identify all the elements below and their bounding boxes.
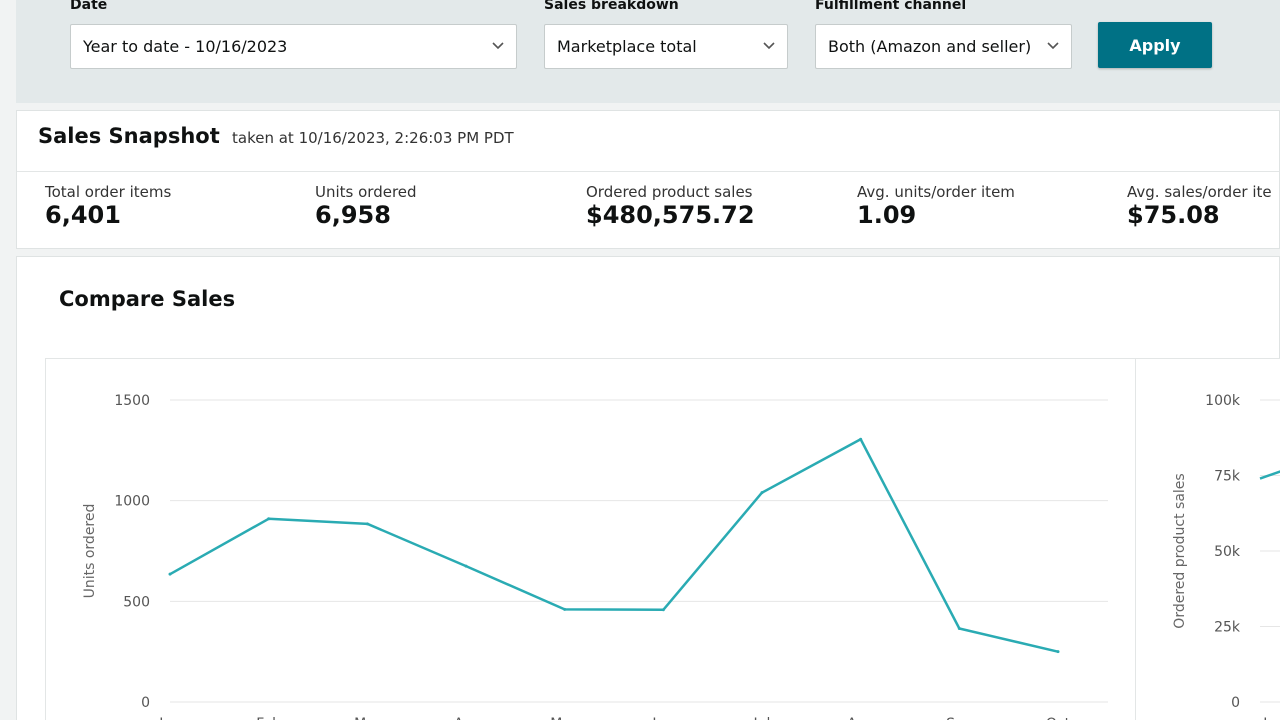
metric-label: Total order items <box>45 183 172 201</box>
x-tick-label: Apr <box>454 716 478 720</box>
compare-sales-panel: Compare Sales 0 500 1000 1500 Jan Feb Mar Apr Ma… <box>16 256 1280 720</box>
x-tick-label: Aug <box>847 716 874 720</box>
channel-filter-label: Fulfillment channel <box>815 0 967 13</box>
chevron-down-icon <box>1047 42 1059 50</box>
series-line <box>1259 470 1280 480</box>
metric-label: Avg. sales/order ite <box>1127 183 1272 201</box>
ordered-product-sales-chart-svg: 0 25k 50k 75k 100k Jan Ordered product sales <box>1172 393 1280 720</box>
data-point <box>957 627 961 631</box>
breakdown-filter-label: Sales breakdown <box>544 0 679 13</box>
metric-value: 1.09 <box>857 201 917 229</box>
y-tick-label: 50k <box>1214 544 1241 560</box>
metric-value: $75.08 <box>1127 201 1220 229</box>
channel-select-value: Both (Amazon and seller) <box>828 37 1032 56</box>
metric-label: Units ordered <box>315 183 417 201</box>
data-point <box>267 517 271 521</box>
y-tick-label: 0 <box>141 695 150 711</box>
x-tick-label: Jan <box>1262 716 1280 720</box>
filter-bar: Date Year to date - 10/16/2023 Sales bre… <box>16 0 1280 103</box>
series-line <box>169 438 1059 653</box>
metric-value: 6,958 <box>315 201 391 229</box>
x-tick-label: Sep <box>946 716 973 720</box>
x-tick-label: Jun <box>651 716 674 720</box>
channel-select[interactable]: Both (Amazon and seller) <box>815 24 1072 69</box>
units-ordered-chart-svg: 0 500 1000 1500 Jan Feb Mar Apr May Jun Jul Aug Sep O… <box>82 393 1108 720</box>
data-point <box>661 608 665 612</box>
snapshot-header: Sales Snapshot taken at 10/16/2023, 2:26… <box>17 111 1279 172</box>
x-tick-label: Jul <box>753 716 771 720</box>
y-tick-label: 100k <box>1205 393 1241 409</box>
x-tick-label: Oct <box>1046 716 1071 720</box>
metric-avg-sales-order-item: Avg. sales/order ite $75.08 <box>1127 183 1272 229</box>
breakdown-select[interactable]: Marketplace total <box>544 24 788 69</box>
data-point <box>168 572 172 576</box>
snapshot-timestamp: taken at 10/16/2023, 2:26:03 PM PDT <box>232 129 514 147</box>
data-point <box>563 607 567 611</box>
y-axis-label: Ordered product sales <box>1172 473 1188 628</box>
metric-label: Ordered product sales <box>586 183 753 201</box>
chevron-down-icon <box>763 42 775 50</box>
breakdown-select-value: Marketplace total <box>557 37 697 56</box>
y-axis-label: Units ordered <box>82 504 98 599</box>
ordered-product-sales-chart: 0 25k 50k 75k 100k Jan Ordered product sales <box>1135 358 1280 720</box>
data-point <box>1056 650 1060 654</box>
data-point <box>365 522 369 526</box>
x-tick-label: Mar <box>354 716 381 720</box>
metric-total-order-items: Total order items 6,401 <box>45 183 171 229</box>
date-select-value: Year to date - 10/16/2023 <box>83 37 288 56</box>
metric-value: 6,401 <box>45 201 121 229</box>
apply-button[interactable]: Apply <box>1098 22 1212 68</box>
chevron-down-icon <box>492 42 504 50</box>
snapshot-title: Sales Snapshot <box>38 124 220 148</box>
x-tick-label: May <box>550 716 579 720</box>
sales-snapshot-panel: Sales Snapshot taken at 10/16/2023, 2:26… <box>16 110 1280 249</box>
y-tick-label: 75k <box>1214 469 1241 485</box>
units-ordered-chart: 0 500 1000 1500 Jan Feb Mar Apr May Jun Jul Aug Sep O… <box>45 358 1137 720</box>
y-tick-label: 500 <box>123 594 150 610</box>
compare-sales-title: Compare Sales <box>59 287 236 311</box>
y-tick-label: 25k <box>1214 620 1241 636</box>
metric-label: Avg. units/order item <box>857 183 1015 201</box>
metric-avg-units-order-item: Avg. units/order item 1.09 <box>857 183 1015 229</box>
y-tick-label: 0 <box>1231 695 1240 711</box>
data-point <box>464 564 468 568</box>
date-select[interactable]: Year to date - 10/16/2023 <box>70 24 517 69</box>
x-tick-label: Jan <box>158 716 181 720</box>
x-tick-label: Feb <box>256 716 281 720</box>
metric-value: $480,575.72 <box>586 201 755 229</box>
y-tick-label: 1500 <box>114 393 150 409</box>
data-point <box>760 491 764 495</box>
metric-ordered-product-sales: Ordered product sales $480,575.72 <box>586 183 755 229</box>
data-point <box>859 437 863 441</box>
date-filter-label: Date <box>70 0 108 13</box>
y-tick-label: 1000 <box>114 494 150 510</box>
metric-units-ordered: Units ordered 6,958 <box>315 183 417 229</box>
